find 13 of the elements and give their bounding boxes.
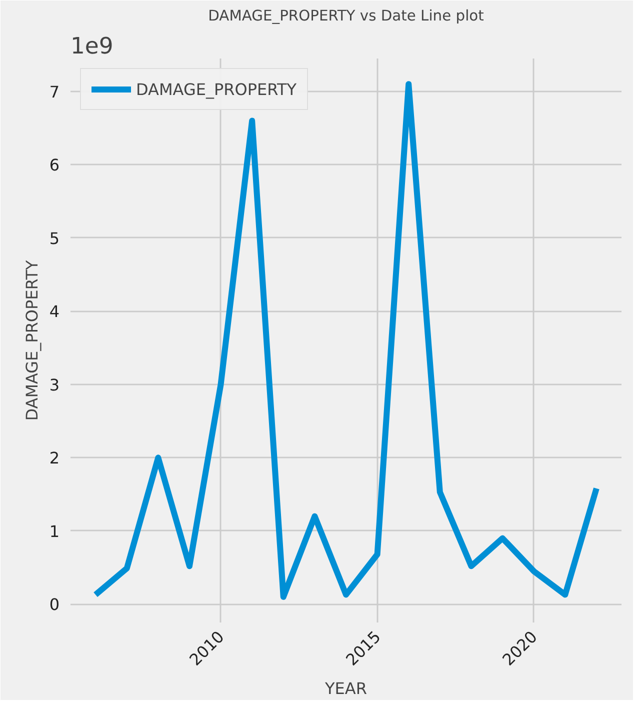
y-axis-title: DAMAGE_PROPERTY [22,260,42,421]
x-axis-title: YEAR [324,678,367,698]
y-tick-label: 0 [49,595,60,614]
y-tick-label: 1 [49,522,60,541]
y-tick-label: 5 [49,228,60,248]
chart-title: DAMAGE_PROPERTY vs Date Line plot [208,8,484,24]
y-tick-label: 7 [49,82,60,102]
y-tick-label: 4 [49,302,60,322]
y-tick-label: 6 [49,156,60,175]
y-tick-label: 2 [49,448,60,468]
legend-label: DAMAGE_PROPERTY [136,80,297,98]
annotation: 1e9 [70,34,114,60]
y-tick-label: 3 [49,375,60,394]
